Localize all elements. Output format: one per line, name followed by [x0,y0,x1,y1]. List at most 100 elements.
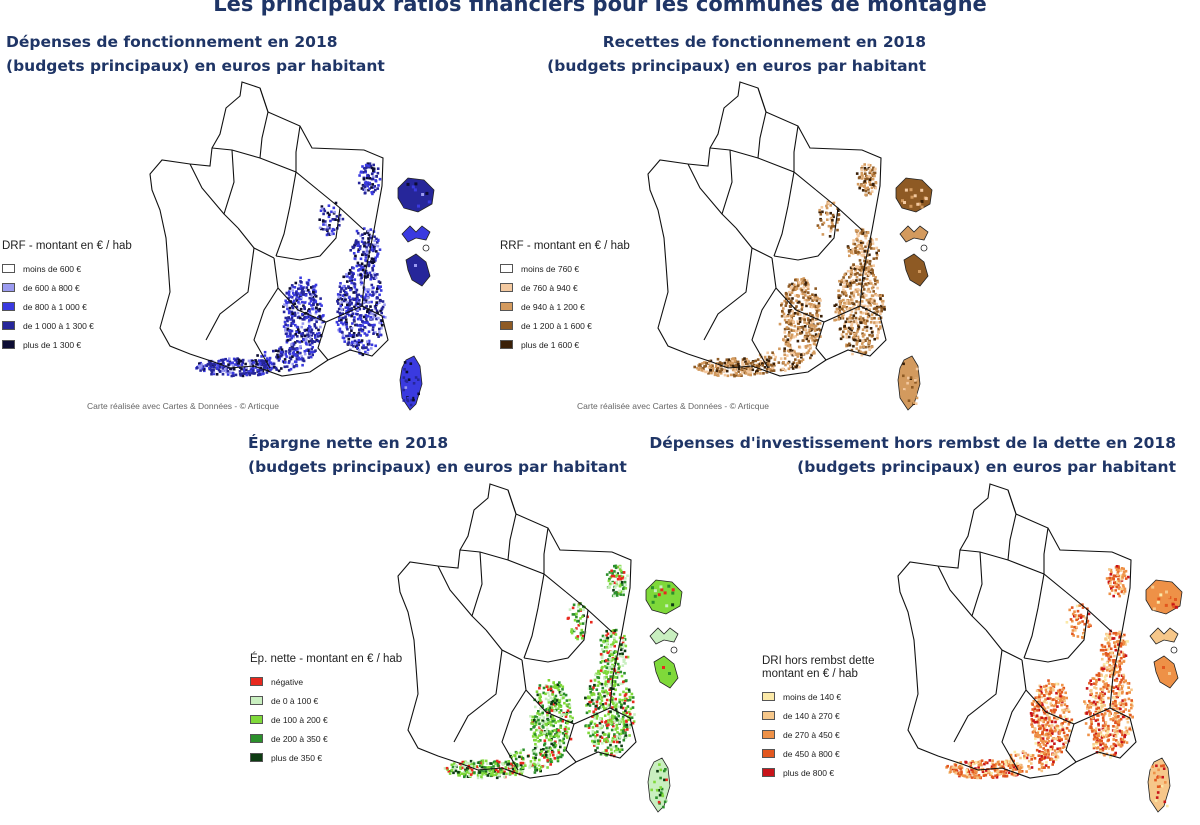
commune-cell [569,718,572,721]
commune-cell [856,248,859,252]
commune-cell [786,354,789,357]
commune-cell [784,369,787,372]
commune-cell [856,287,860,291]
commune-cell [702,369,705,373]
commune-cell [520,772,524,775]
commune-cell [1051,745,1054,748]
commune-cell [478,760,482,764]
commune-cell [867,188,870,191]
commune-cell [1102,719,1105,722]
commune-cell [789,346,793,350]
commune-cell [612,724,615,728]
commune-cell [206,363,210,366]
commune-cell [616,577,620,581]
commune-cell [284,350,288,353]
commune-cell [559,683,563,687]
commune-cell [376,167,380,170]
commune-cell [621,636,625,640]
commune-cell [792,283,796,287]
commune-cell [854,273,857,276]
commune-cell [1111,689,1115,693]
commune-cell [312,290,315,294]
commune-cell [628,712,632,716]
corsica [897,355,921,411]
commune-cell [1030,720,1034,723]
commune-cell [806,281,809,285]
commune-cell [609,743,612,747]
commune-cell [870,247,873,250]
commune-cell [1123,699,1127,702]
corsica [399,355,423,411]
commune-cell [812,350,816,354]
commune-cell [790,314,793,318]
commune-cell [1058,732,1061,735]
commune-cell [846,245,850,248]
commune-cell [709,364,712,368]
commune-cell [1098,741,1102,745]
commune-cell [709,359,713,363]
commune-cell [379,285,382,288]
commune-cell [376,253,379,256]
commune-cell [789,287,793,290]
commune-cell [1120,656,1123,660]
commune-cell [364,188,367,192]
commune-cell [362,268,365,272]
commune-cell [615,717,618,721]
commune-cell [787,321,790,325]
commune-cell [716,368,719,371]
commune-cell [609,693,612,697]
commune-cell [290,310,294,314]
commune-cell [625,725,629,729]
commune-cell [373,314,377,317]
commune-cell [1113,659,1116,662]
commune-cell [1038,693,1041,696]
commune-cell [298,340,302,344]
commune-cell [805,345,808,348]
region-border [275,171,297,257]
commune-cell [337,316,341,319]
commune-cell [306,333,309,336]
commune-cell [1037,743,1040,747]
commune-cell [793,324,797,328]
commune-cell [284,332,288,336]
commune-cell [340,308,344,312]
commune-cell [1122,710,1125,713]
commune-cell [1101,705,1104,708]
commune-cell [873,316,876,320]
commune-cell [337,295,341,299]
commune-cell [562,696,565,700]
commune-cell [364,169,367,172]
commune-cell [1107,727,1110,731]
commune-cell [295,293,299,297]
commune-cell [861,339,865,342]
commune-cell [601,659,604,663]
commune-cell [365,243,369,247]
commune-cell [1122,680,1126,684]
commune-cell [356,302,360,306]
commune-cell [454,769,458,773]
commune-cell [372,175,375,179]
commune-cell [558,730,562,734]
commune-cell [383,303,386,306]
commune-cell [856,232,859,236]
commune-cell [1120,678,1123,682]
commune-cell [799,287,803,291]
commune-cell [592,742,596,745]
commune-cell [1092,703,1095,707]
commune-cell [842,285,845,288]
commune-cell [612,702,615,705]
commune-cell [283,303,286,306]
commune-cell [871,242,875,245]
commune-cell [556,699,559,702]
commune-cell [558,739,562,742]
commune-cell [315,310,318,313]
commune-cell [798,329,801,333]
commune-cell [552,681,555,685]
commune-cell [1092,744,1095,748]
commune-cell [360,294,363,298]
commune-cell [1116,687,1120,690]
commune-cell [371,192,374,196]
commune-cell [1039,738,1043,742]
commune-cell [616,731,619,734]
commune-cell [846,269,850,273]
